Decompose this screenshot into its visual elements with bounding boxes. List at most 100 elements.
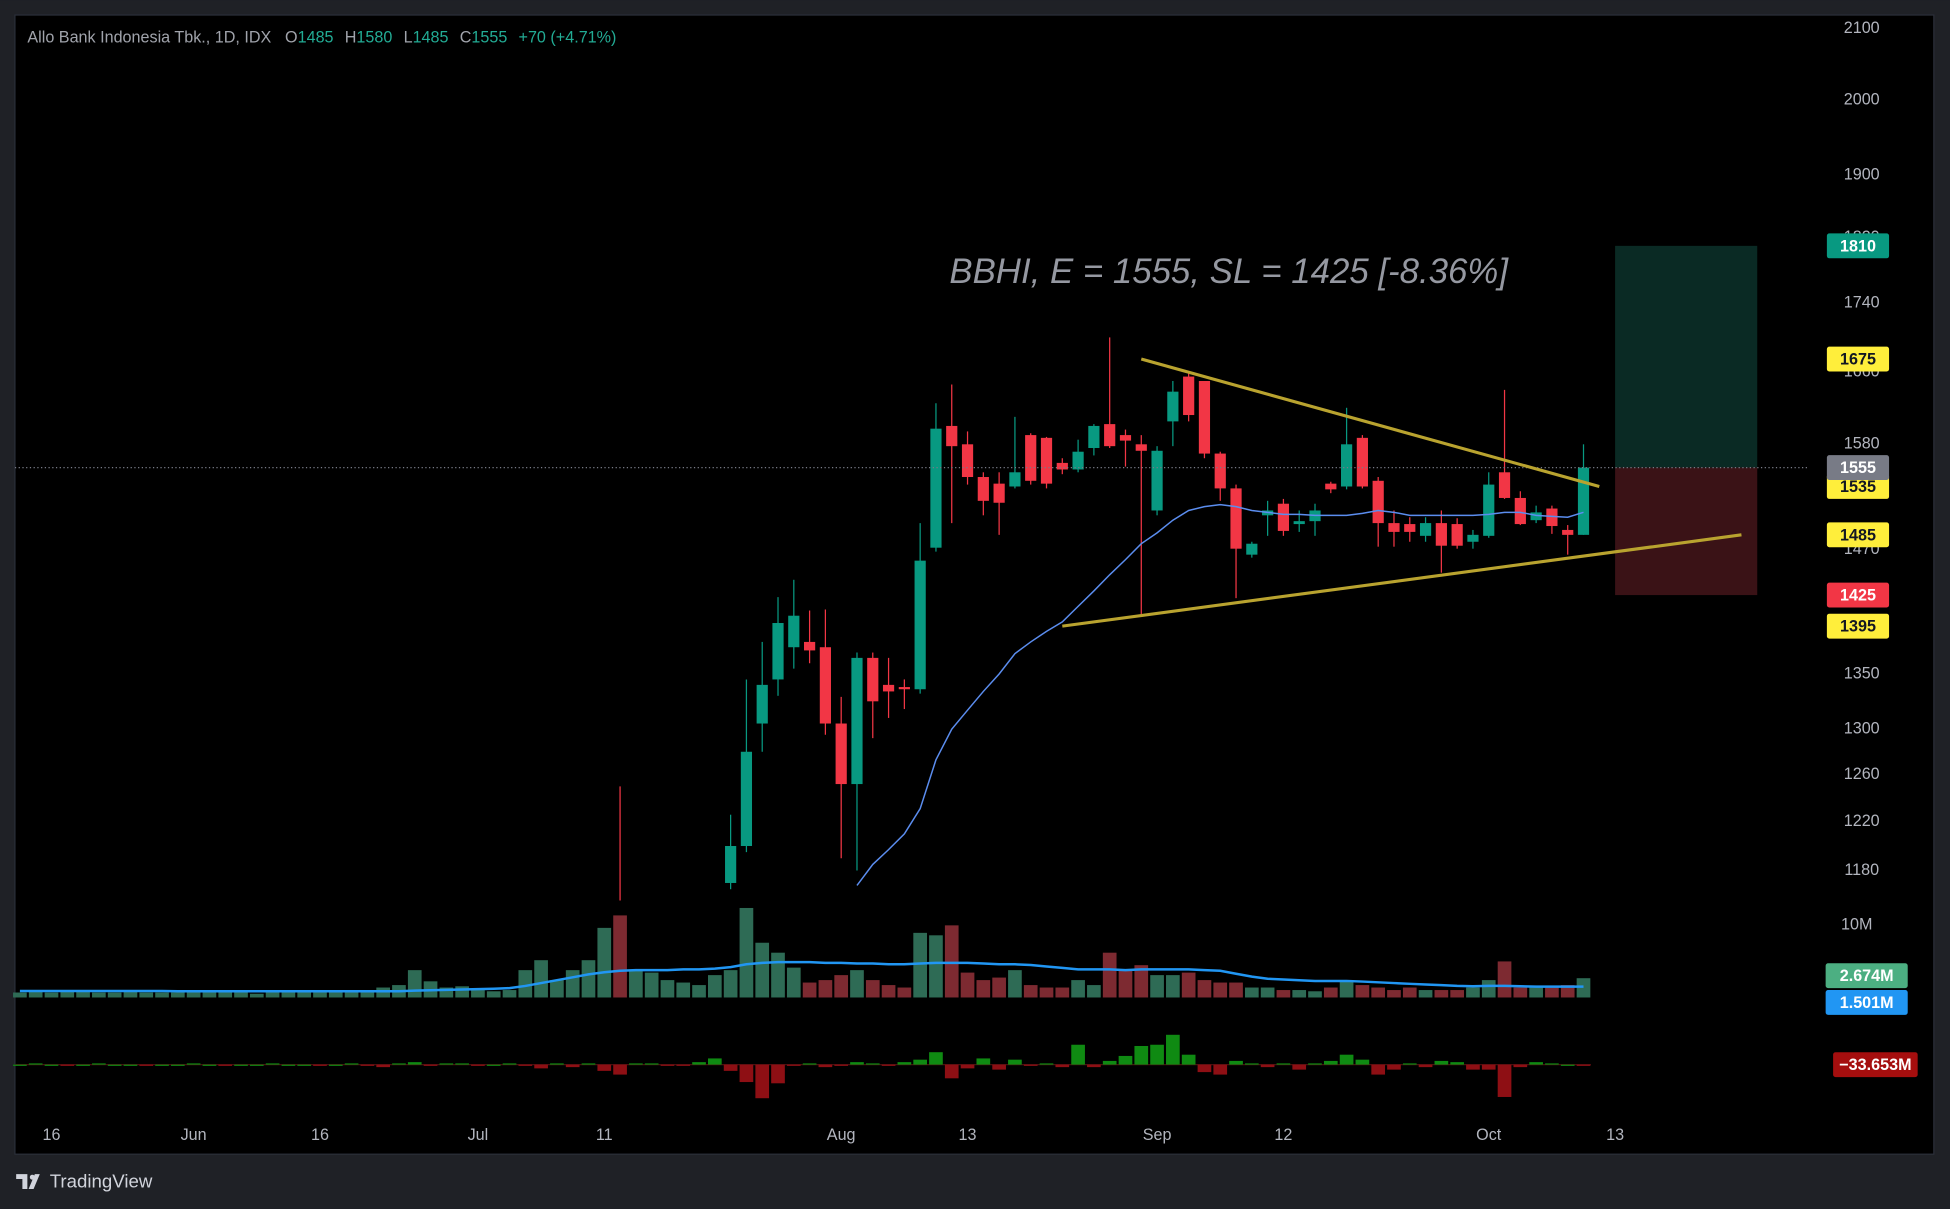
volume-bar <box>1466 987 1480 998</box>
delta-bar <box>1118 1055 1133 1065</box>
volume-bar <box>455 986 469 998</box>
axis-label-bg <box>1826 233 1890 259</box>
candle-body <box>1467 534 1479 542</box>
x-tick-label: 12 <box>1274 1126 1292 1144</box>
volume-bar <box>170 992 185 998</box>
delta-bar <box>1402 1063 1417 1065</box>
delta-bar <box>376 1064 390 1068</box>
x-tick-label: 13 <box>1606 1126 1624 1144</box>
delta-bar <box>13 1064 27 1066</box>
volume-bar <box>1276 990 1291 998</box>
x-tick-label: 16 <box>311 1126 329 1144</box>
delta-bar <box>1481 1064 1496 1070</box>
delta-bar <box>92 1063 106 1065</box>
delta-bar <box>234 1064 248 1066</box>
volume-bar <box>534 960 548 998</box>
candle-body <box>772 623 784 680</box>
volume-bar <box>313 992 327 998</box>
volume-bar <box>1087 985 1101 998</box>
delta-bar <box>1150 1044 1164 1065</box>
volume-bar <box>407 970 422 998</box>
brand: TradingView <box>50 1171 153 1192</box>
volume-bar <box>218 992 233 998</box>
candle-body <box>1419 523 1432 536</box>
candle-body <box>1498 472 1511 498</box>
volume-bar <box>1513 987 1528 998</box>
axis-label-bg <box>1826 474 1890 499</box>
volume-bar <box>1055 987 1070 998</box>
volume-bar <box>1118 970 1133 998</box>
delta-bar <box>1387 1064 1401 1070</box>
volume-bar <box>1197 980 1212 998</box>
delta-bar <box>944 1064 959 1079</box>
candle-body <box>961 444 974 478</box>
x-tick-label: Aug <box>827 1126 856 1144</box>
delta-bar <box>1576 1064 1591 1066</box>
volume-bar <box>439 987 454 998</box>
delta-bar <box>534 1064 548 1069</box>
delta-bar <box>1229 1060 1243 1065</box>
candle-body <box>1183 376 1195 416</box>
volume-bar <box>1371 987 1386 998</box>
volume-bar <box>202 992 217 998</box>
volume-bar <box>139 992 154 998</box>
volume-bar <box>1560 985 1575 998</box>
delta-bar <box>865 1063 880 1065</box>
delta-bar <box>1134 1045 1149 1065</box>
delta-bar <box>1276 1063 1291 1065</box>
axis-label-bg <box>1826 582 1890 608</box>
delta-bar <box>676 1064 691 1066</box>
delta-bar <box>407 1062 422 1065</box>
delta-bar <box>1308 1063 1322 1065</box>
delta-bar <box>818 1064 833 1068</box>
axis-label-bg <box>1826 613 1890 639</box>
candle-body <box>756 684 768 724</box>
volume-bar <box>550 980 564 998</box>
x-tick-label: Jun <box>181 1126 207 1144</box>
volume-bar <box>1545 987 1559 998</box>
volume-bar <box>486 991 501 998</box>
delta-bar <box>1102 1060 1117 1065</box>
candle-body <box>993 483 1005 503</box>
volume-bar <box>565 970 580 998</box>
volume-bar <box>249 993 264 998</box>
ohlc-value: 1485 <box>413 29 449 47</box>
delta-bar <box>1545 1063 1559 1065</box>
volume-bar <box>644 972 659 998</box>
symbol-title: Allo Bank Indonesia Tbk., 1D, IDX <box>27 29 271 47</box>
candle-body <box>1293 521 1305 525</box>
candle-body <box>1372 480 1384 524</box>
delta-bar <box>392 1063 406 1065</box>
volume-bar <box>1213 982 1228 998</box>
delta-bar <box>518 1064 533 1066</box>
delta-bar <box>723 1064 738 1071</box>
delta-bar <box>565 1064 580 1068</box>
axis-label-bg <box>1826 522 1890 548</box>
ohlc-value: 1555 <box>471 29 507 47</box>
delta-bar <box>455 1063 469 1065</box>
volume-bar <box>897 987 912 998</box>
axis-label: 1675 <box>1840 351 1876 369</box>
volume-bar <box>1434 990 1449 998</box>
candle-body <box>1056 462 1068 470</box>
delta-bar <box>771 1064 785 1084</box>
x-tick-label: Sep <box>1143 1126 1172 1144</box>
delta-bar <box>186 1063 201 1065</box>
y-tick-label: 1180 <box>1844 861 1879 879</box>
volume-bar <box>234 992 248 998</box>
delta-bar <box>613 1064 627 1075</box>
delta-bar <box>107 1064 122 1066</box>
axis-label: 2.674M <box>1840 967 1894 985</box>
delta-bar <box>881 1064 896 1066</box>
plot: BBHI, E = 1555, SL = 1425 [-8.36%] 2100 20… <box>13 19 1918 1144</box>
volume-bar <box>755 942 770 998</box>
candle-body <box>1167 391 1179 422</box>
candle-body <box>1214 453 1226 489</box>
candle-body <box>946 425 958 447</box>
delta-bar <box>644 1063 659 1065</box>
candle-body <box>788 615 800 648</box>
candle-body <box>1088 425 1100 449</box>
volume-bar <box>1166 975 1180 998</box>
candle-body <box>1277 503 1290 531</box>
volume-bar <box>1229 982 1243 998</box>
